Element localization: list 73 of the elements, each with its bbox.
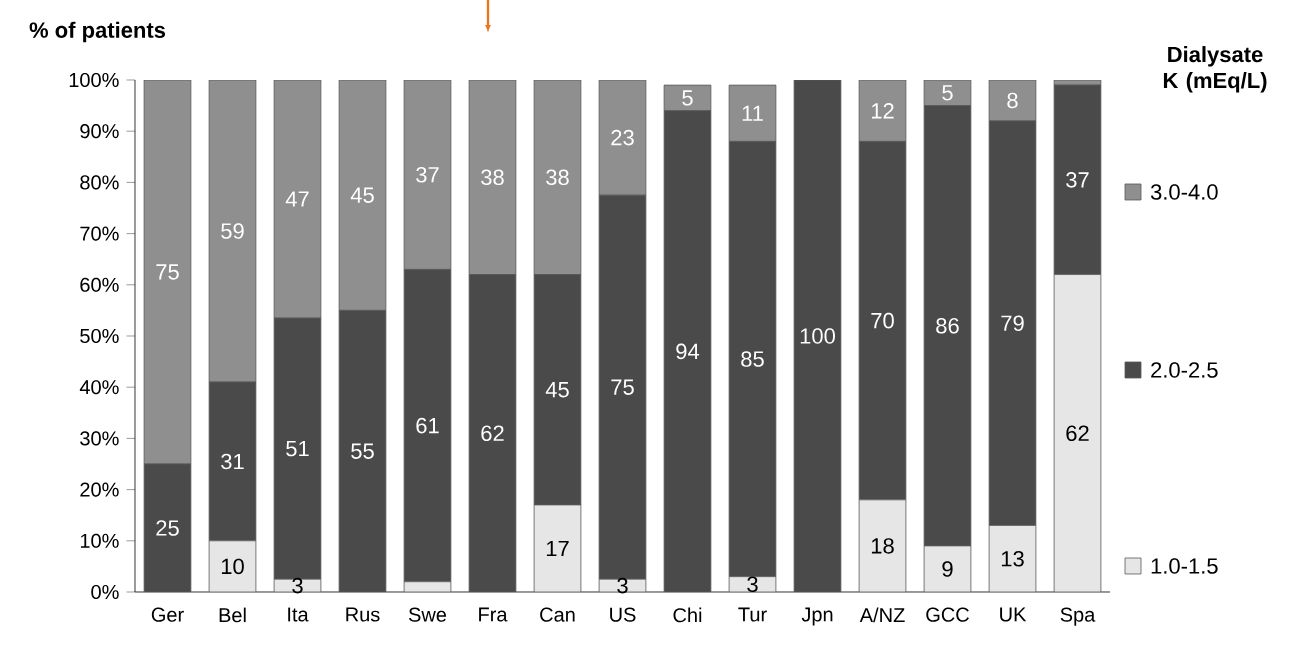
data-label: 100 <box>800 328 835 344</box>
data-label: 8 <box>1007 92 1018 109</box>
data-label: 25 <box>156 520 179 536</box>
data-label: 75 <box>156 264 179 280</box>
data-label: 3 <box>292 577 303 594</box>
data-label: 31 <box>221 453 244 470</box>
x-tick-label: US <box>610 607 636 622</box>
data-label: 51 <box>286 440 309 457</box>
data-label: 11 <box>742 105 763 121</box>
x-tick-label: Swe <box>408 607 447 622</box>
y-tick-label: 0% <box>91 584 119 600</box>
y-tick-label: 90% <box>80 124 119 139</box>
data-label: 47 <box>285 191 309 207</box>
y-tick-label: 80% <box>80 175 119 190</box>
legend-label: 1.0-1.5 <box>1151 558 1218 574</box>
data-label: 94 <box>676 343 700 360</box>
data-label: 70 <box>871 312 894 329</box>
y-tick-label: 50% <box>80 328 119 344</box>
legend-label: 2.0-2.5 <box>1151 362 1218 378</box>
x-tick-label: A/NZ <box>859 607 905 623</box>
data-label: 45 <box>545 382 569 398</box>
data-label: 10 <box>221 558 244 575</box>
data-label: 5 <box>682 90 693 106</box>
bar <box>1053 274 1102 592</box>
y-tick-label: 10% <box>80 533 119 548</box>
x-tick-label: Tur <box>738 607 767 622</box>
legend-title: Dialysate K (mEq/L) <box>1163 46 1267 93</box>
bar <box>858 499 907 592</box>
data-label: 3 <box>747 576 758 593</box>
data-label: 18 <box>871 538 894 554</box>
x-tick-label: Chi <box>673 607 702 623</box>
data-label: 38 <box>546 169 569 186</box>
x-tick-label: Bel <box>219 607 246 623</box>
x-tick-label: Jpn <box>801 607 833 626</box>
y-tick-label: 100% <box>69 72 119 88</box>
data-label: 45 <box>350 187 374 203</box>
y-tick-label: 30% <box>80 431 119 446</box>
x-tick-label: UK <box>1000 607 1027 622</box>
bar <box>793 79 842 592</box>
x-tick-label: Ita <box>288 607 309 622</box>
data-label: 75 <box>611 379 634 395</box>
y-axis-title: % of patients <box>29 21 166 43</box>
data-label: 23 <box>611 129 634 146</box>
y-tick-label: 60% <box>80 277 119 292</box>
data-label: 62 <box>481 425 504 442</box>
data-label: 38 <box>481 169 504 186</box>
bar <box>988 525 1037 592</box>
data-label: 79 <box>1001 315 1024 331</box>
data-label: 61 <box>416 417 439 434</box>
data-label: 62 <box>1066 425 1089 442</box>
x-tick-label: Spa <box>1060 607 1096 626</box>
x-tick-label: Rus <box>346 607 380 622</box>
y-tick-label: 20% <box>80 482 119 497</box>
data-label: 37 <box>1066 172 1089 188</box>
data-label: 59 <box>221 223 244 239</box>
data-label: 3 <box>617 577 628 594</box>
x-tick-label: Ger <box>151 607 184 622</box>
legend-label: 3.0-4.0 <box>1150 184 1218 200</box>
data-label: 12 <box>871 103 894 119</box>
y-tick-label: 70% <box>80 226 119 241</box>
data-label: 9 <box>942 561 953 577</box>
data-label: 5 <box>942 85 953 101</box>
x-tick-label: Fra <box>479 607 508 622</box>
data-label: 86 <box>936 317 959 334</box>
data-label: 13 <box>1001 550 1024 567</box>
data-label: 85 <box>741 351 764 367</box>
data-label: 17 <box>546 540 569 557</box>
data-label: 37 <box>416 166 439 183</box>
y-tick-label: 40% <box>79 380 119 395</box>
x-tick-label: Can <box>540 607 575 622</box>
x-tick-label: GCC <box>926 607 969 622</box>
bar <box>533 504 582 592</box>
data-label: 55 <box>351 443 374 459</box>
